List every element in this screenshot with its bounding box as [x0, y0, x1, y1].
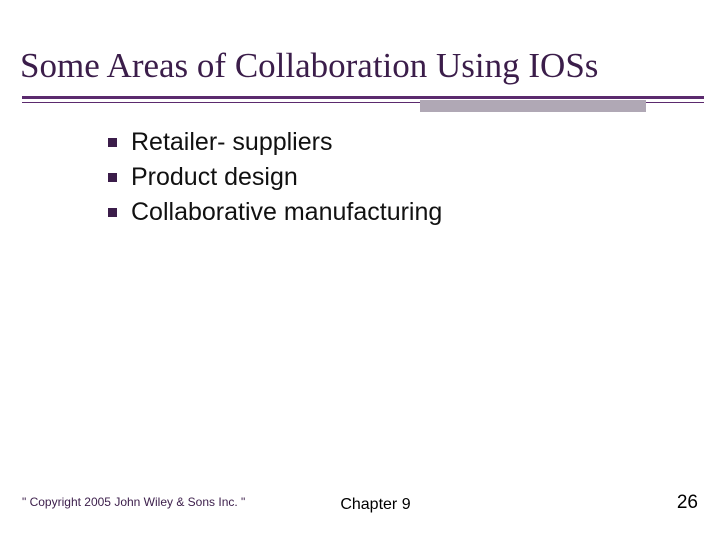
- list-item-label: Retailer- suppliers: [131, 128, 332, 157]
- bullet-icon: [108, 138, 117, 147]
- slide-title: Some Areas of Collaboration Using IOSs: [20, 46, 598, 86]
- chapter-label: Chapter 9: [340, 496, 410, 514]
- list-item-label: Product design: [131, 163, 298, 192]
- list-item: Product design: [108, 163, 442, 192]
- bullet-icon: [108, 208, 117, 217]
- divider-accent: [420, 100, 646, 112]
- list-item-label: Collaborative manufacturing: [131, 198, 442, 227]
- list-item: Retailer- suppliers: [108, 128, 442, 157]
- bullet-list: Retailer- suppliers Product design Colla…: [108, 128, 442, 233]
- bullet-icon: [108, 173, 117, 182]
- divider-thick: [22, 96, 704, 99]
- page-number: 26: [677, 492, 698, 514]
- footer: " Copyright 2005 John Wiley & Sons Inc. …: [22, 490, 698, 514]
- slide: Some Areas of Collaboration Using IOSs R…: [0, 0, 720, 540]
- copyright-text: " Copyright 2005 John Wiley & Sons Inc. …: [22, 495, 245, 509]
- list-item: Collaborative manufacturing: [108, 198, 442, 227]
